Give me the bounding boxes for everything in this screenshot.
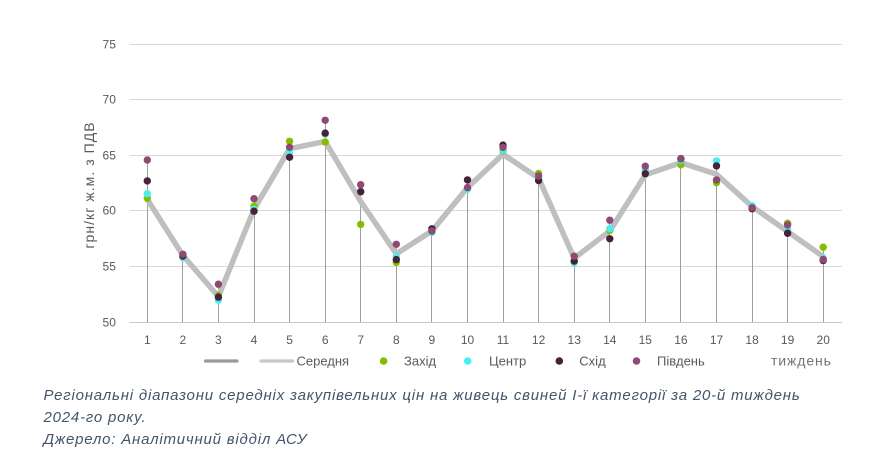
svg-text:2: 2 (180, 333, 187, 347)
svg-text:16: 16 (674, 333, 688, 347)
svg-text:18: 18 (745, 333, 759, 347)
svg-text:7: 7 (357, 333, 364, 347)
svg-text:Середня: Середня (297, 353, 350, 368)
svg-text:8: 8 (393, 333, 400, 347)
svg-text:Схід: Схід (579, 353, 606, 368)
svg-text:10: 10 (461, 333, 475, 347)
svg-text:15: 15 (639, 333, 653, 347)
svg-text:17: 17 (710, 333, 724, 347)
svg-text:12: 12 (532, 333, 546, 347)
svg-text:11: 11 (497, 333, 510, 347)
svg-text:55: 55 (103, 260, 117, 274)
svg-text:Центр: Центр (489, 353, 526, 368)
svg-text:Захід: Захід (404, 353, 436, 368)
svg-text:70: 70 (103, 93, 117, 107)
svg-text:3: 3 (215, 333, 222, 347)
svg-text:Південь: Південь (657, 353, 705, 368)
svg-text:65: 65 (103, 149, 117, 163)
svg-text:50: 50 (103, 316, 117, 330)
svg-text:14: 14 (603, 333, 617, 347)
svg-text:20: 20 (817, 333, 831, 347)
svg-text:грн/кг ж.м. з ПДВ: грн/кг ж.м. з ПДВ (81, 121, 97, 248)
svg-text:1: 1 (144, 333, 151, 347)
svg-text:5: 5 (286, 333, 293, 347)
svg-text:60: 60 (103, 204, 117, 218)
svg-text:9: 9 (429, 333, 436, 347)
svg-text:13: 13 (568, 333, 582, 347)
svg-text:19: 19 (781, 333, 795, 347)
svg-text:4: 4 (251, 333, 258, 347)
svg-text:75: 75 (103, 38, 117, 52)
svg-text:6: 6 (322, 333, 329, 347)
svg-text:тиждень: тиждень (771, 352, 832, 368)
